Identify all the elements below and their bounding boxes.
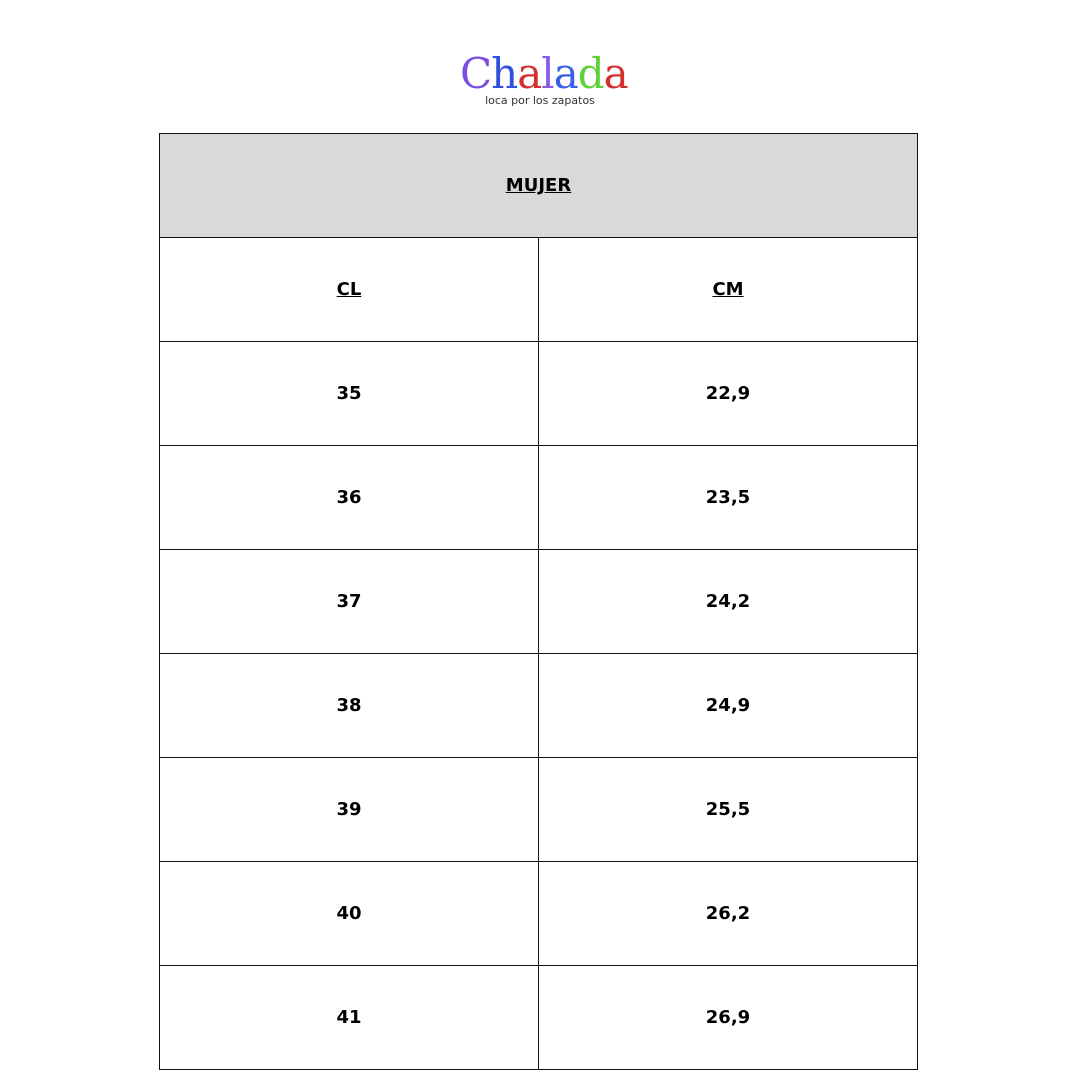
cell-cm: 24,9 [538, 653, 918, 758]
cell-cl: 40 [159, 861, 539, 966]
column-header-cm: CM [538, 237, 918, 342]
cell-cm: 25,5 [538, 757, 918, 862]
table-row: 39 25,5 [159, 757, 918, 862]
cell-cl: 35 [159, 341, 539, 446]
table-row: 36 23,5 [159, 445, 918, 550]
brand-logo: Chalada loca por los zapatos [460, 49, 629, 108]
cell-cm: 26,9 [538, 965, 918, 1070]
size-chart-table: MUJER CL CM 35 22,9 36 23,5 37 24,2 38 24,9 39 25… [159, 133, 918, 1070]
logo-letter: h [491, 49, 518, 98]
table-title-row: MUJER [159, 133, 918, 238]
header-cm-text: CM [712, 279, 744, 300]
cell-cl: 37 [159, 549, 539, 654]
cell-cm: 24,2 [538, 549, 918, 654]
table-row: 38 24,9 [159, 653, 918, 758]
table-title: MUJER [159, 133, 918, 238]
cell-cm: 22,9 [538, 341, 918, 446]
logo-letter: l [541, 49, 554, 98]
logo-letter: C [460, 49, 492, 98]
table-row: 40 26,2 [159, 861, 918, 966]
cell-cm: 23,5 [538, 445, 918, 550]
table-row: 37 24,2 [159, 549, 918, 654]
logo-letter: a [603, 49, 629, 98]
logo-letter: a [517, 49, 542, 98]
logo-wordmark: Chalada [460, 49, 629, 98]
logo-letter: a [553, 49, 579, 98]
cell-cl: 39 [159, 757, 539, 862]
cell-cl: 38 [159, 653, 539, 758]
cell-cm: 26,2 [538, 861, 918, 966]
table-title-text: MUJER [505, 175, 572, 196]
column-header-cl: CL [159, 237, 539, 342]
logo-tagline: loca por los zapatos [485, 94, 595, 107]
cell-cl: 41 [159, 965, 539, 1070]
table-row: 35 22,9 [159, 341, 918, 446]
logo-letter: d [577, 49, 605, 98]
table-header-row: CL CM [159, 237, 918, 342]
table-row: 41 26,9 [159, 965, 918, 1070]
cell-cl: 36 [159, 445, 539, 550]
header-cl-text: CL [336, 279, 362, 300]
